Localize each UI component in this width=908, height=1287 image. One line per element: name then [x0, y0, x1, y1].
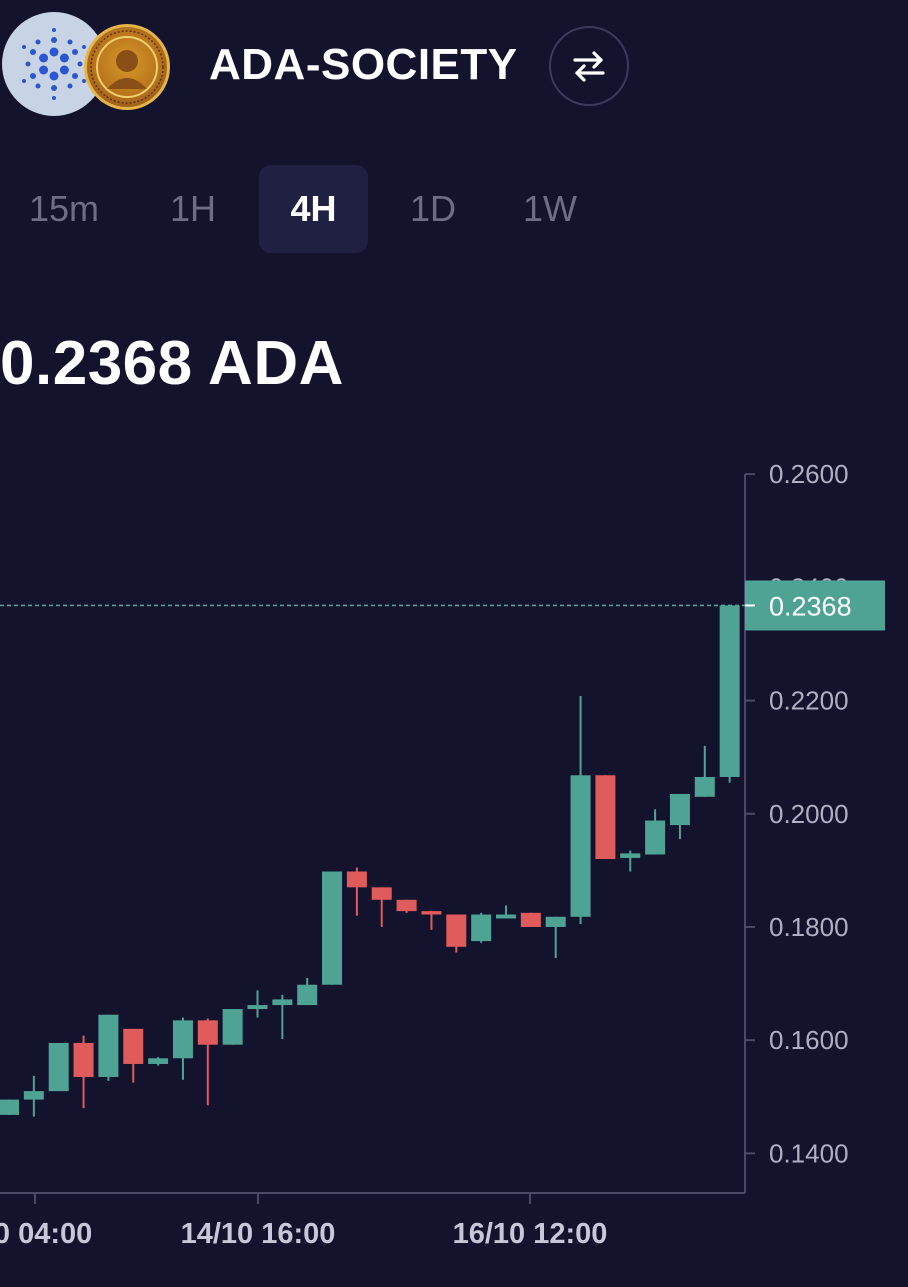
- candle-body: [0, 1099, 19, 1115]
- swap-button[interactable]: [549, 26, 629, 106]
- candle-body: [694, 776, 715, 797]
- candle-body: [645, 820, 666, 855]
- tab-15m[interactable]: 15m: [28, 188, 100, 229]
- y-tick-label: 0.2000: [769, 799, 849, 829]
- y-tick-label: 0.2200: [769, 686, 849, 716]
- candle-body: [371, 887, 392, 900]
- candle-body: [222, 1009, 243, 1045]
- y-tick-label: 0.1400: [769, 1138, 849, 1168]
- candle-body: [570, 775, 591, 917]
- candle-body: [620, 853, 641, 858]
- candle-body: [197, 1020, 218, 1045]
- candle-body: [123, 1028, 144, 1064]
- tab-1d[interactable]: 1D: [409, 188, 457, 229]
- x-tick-label: 16/10 12:00: [453, 1218, 608, 1250]
- x-tick-label: 10 04:00: [0, 1218, 92, 1250]
- y-tick-label: 0.1600: [769, 1025, 849, 1055]
- candle-body: [421, 911, 442, 915]
- candle-body: [545, 916, 566, 927]
- candle-body: [98, 1014, 119, 1077]
- swap-arrows-icon: [573, 51, 605, 82]
- candle-body: [719, 605, 740, 777]
- candle-body: [446, 914, 467, 947]
- tab-4h[interactable]: 4H: [259, 165, 368, 253]
- header: ADA-SOCIETY: [0, 0, 908, 135]
- candle-body: [346, 871, 367, 888]
- y-tick-label: 0.1800: [769, 912, 849, 942]
- candle-body: [520, 912, 541, 927]
- candle-body: [322, 871, 343, 985]
- candle-body: [669, 793, 690, 826]
- pair-title: ADA-SOCIETY: [209, 40, 518, 89]
- society-coin-icon: [84, 24, 170, 110]
- current-price: 0.2368 ADA: [0, 329, 344, 398]
- candle-body: [297, 984, 318, 1006]
- candle-body: [272, 999, 293, 1006]
- y-tick-label: 0.2600: [769, 460, 849, 489]
- candle-body: [471, 914, 492, 942]
- candle-body: [48, 1043, 69, 1092]
- current-price-label: 0.2368: [769, 591, 852, 621]
- tab-1h[interactable]: 1H: [169, 188, 217, 229]
- candle-body: [595, 775, 616, 860]
- current-price-tag: [745, 580, 885, 631]
- candle-body: [172, 1020, 193, 1059]
- candle-body: [496, 914, 516, 919]
- candle-body: [148, 1058, 169, 1064]
- x-tick-label: 14/10 16:00: [181, 1218, 336, 1250]
- candle-body: [23, 1091, 44, 1100]
- candlestick-chart[interactable]: 0.26000.24000.22000.20000.18000.16000.14…: [0, 460, 908, 1287]
- candle-body: [247, 1005, 268, 1010]
- tab-1w[interactable]: 1W: [523, 188, 577, 229]
- candle-body: [396, 899, 417, 912]
- timeframe-tabs: 15m 1H 4H 1D 1W: [0, 165, 908, 255]
- candle-body: [73, 1043, 94, 1077]
